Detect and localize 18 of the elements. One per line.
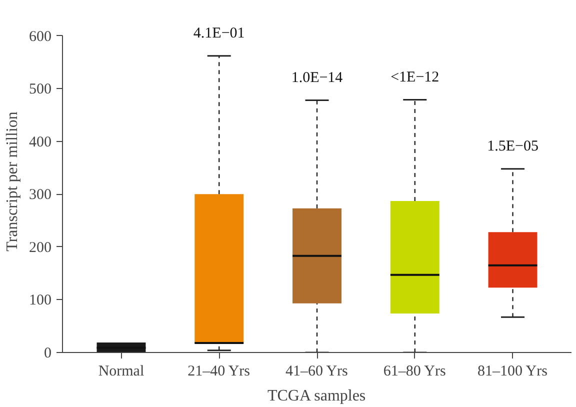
- annotation: <1E−12: [390, 69, 440, 86]
- annotation: 1.0E−14: [291, 70, 344, 86]
- x-tick-label: 21–40 Yrs: [188, 364, 250, 380]
- x-axis-title: TCGA samples: [267, 388, 366, 404]
- x-tick-label: Normal: [98, 364, 144, 380]
- y-tick-label: 0: [44, 346, 52, 362]
- x-tick-label: 61–80 Yrs: [383, 364, 446, 380]
- y-tick-label: 500: [29, 82, 52, 98]
- x-tick-label: 41–60 Yrs: [286, 364, 348, 380]
- y-tick-label: 600: [29, 28, 52, 45]
- annotation: 1.5E−05: [487, 138, 538, 155]
- y-tick-label: 100: [29, 292, 52, 309]
- x-tick-label: 81–100 Yrs: [478, 364, 548, 380]
- y-tick-label: 200: [29, 240, 52, 256]
- annotation: 4.1E−01: [193, 26, 245, 42]
- y-axis-title: Transcript per million: [4, 112, 21, 252]
- y-tick-label: 300: [29, 187, 52, 204]
- y-tick-label: 400: [29, 134, 52, 150]
